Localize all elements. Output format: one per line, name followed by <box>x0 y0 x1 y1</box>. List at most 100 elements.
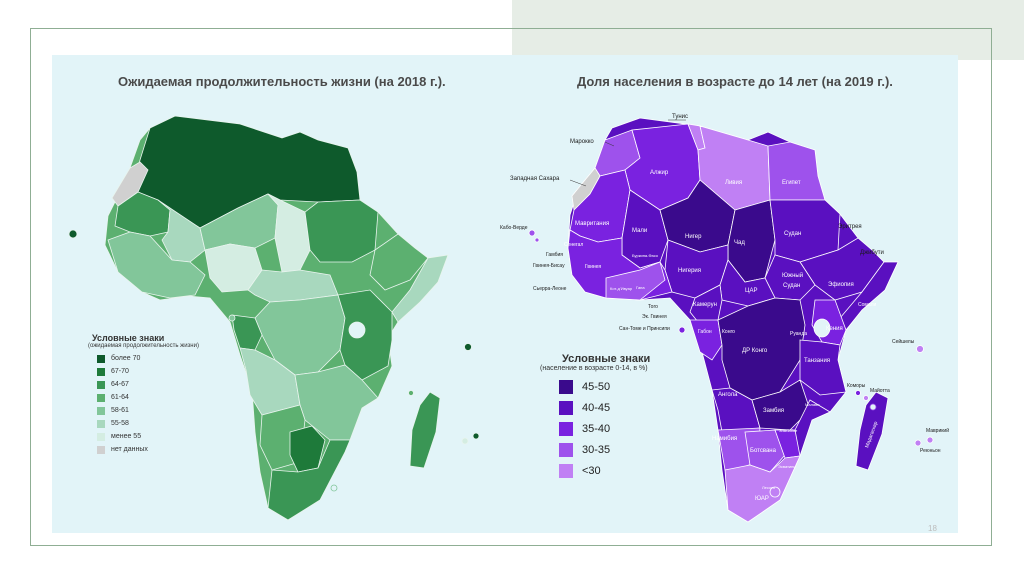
decorative-header-band <box>512 0 1024 60</box>
label-namibia: Намибия <box>712 436 737 442</box>
label-guinea-bissau: Гвинея-Бисау <box>533 263 565 269</box>
label-tunisia: Тунис <box>672 114 688 120</box>
right-somalia <box>839 261 899 331</box>
label-drc: ДР Конго <box>742 348 768 354</box>
label-angola: Ангола <box>718 392 738 398</box>
legend-swatch <box>97 367 105 376</box>
right-lesotho <box>769 486 781 498</box>
label-nigeria: Нигерия <box>678 268 701 274</box>
right-seychelles <box>916 345 924 353</box>
right-africa-map <box>528 117 934 523</box>
legend-swatch <box>97 406 105 415</box>
legend-swatch <box>559 463 573 478</box>
right-madagascar <box>855 391 889 471</box>
legend-label: 35-40 <box>582 422 611 435</box>
left-legend-item: менее 55 <box>88 430 199 443</box>
left-somalia <box>391 254 449 323</box>
leader-w-sahara <box>569 179 587 187</box>
label-reunion: Реюньон <box>920 448 941 454</box>
label-stp: Сан-Томе и Принсипи <box>619 326 670 332</box>
label-sa: ЮАР <box>755 496 769 502</box>
left-island-small <box>330 484 338 492</box>
right-cabo-verde <box>528 229 536 237</box>
label-chad: Чад <box>734 240 745 246</box>
right-cabo-verde-2 <box>534 237 540 243</box>
label-kenya: Кения <box>826 326 843 332</box>
right-comoros <box>855 390 861 396</box>
label-eritrea: Эритрея <box>838 224 862 230</box>
right-stp <box>678 326 686 334</box>
legend-swatch <box>97 445 105 454</box>
legend-swatch <box>97 354 105 363</box>
label-gabon: Габон <box>698 329 712 335</box>
left-africa-map <box>68 115 480 521</box>
leader-morocco <box>604 141 615 147</box>
right-map-labels: Тунис Марокко Западная Сахара Эритрея Дж… <box>500 114 949 454</box>
legend-label: 45-50 <box>582 380 611 393</box>
label-cote: Кот-д'Ивуар <box>610 286 633 291</box>
left-west-coast <box>107 231 206 299</box>
left-cabo-verde <box>68 229 78 239</box>
label-ethiopia: Эфиопия <box>828 282 854 288</box>
label-car: ЦАР <box>745 288 757 294</box>
right-drc <box>717 297 806 401</box>
label-egypt: Египет <box>782 180 801 186</box>
label-niger: Нигер <box>685 234 702 240</box>
legend-swatch <box>97 419 105 428</box>
page-number: 18 <box>928 524 937 533</box>
label-morocco: Марокко <box>570 139 594 145</box>
right-legend-title: Условные знаки <box>562 353 651 365</box>
right-tanzania <box>799 339 847 396</box>
label-libya: Ливия <box>725 180 742 186</box>
label-senegal: Сенегал <box>564 242 583 248</box>
right-legend-item: 30-35 <box>540 439 650 460</box>
label-cabo-verde: Кабо-Верде <box>500 225 528 231</box>
legend-label: 40-45 <box>582 401 611 414</box>
label-sudan: Судан <box>784 231 801 237</box>
left-sudan <box>304 199 379 263</box>
legend-swatch <box>97 432 105 441</box>
label-algeria: Алжир <box>650 170 669 176</box>
label-malawi: Малави <box>805 402 820 407</box>
left-south-africa <box>267 439 351 521</box>
right-gabon-congo <box>689 319 723 361</box>
label-eq-guinea: Эк. Гвинея <box>642 314 667 320</box>
left-legend-item: 64-67 <box>88 378 199 391</box>
legend-label: нет данных <box>111 446 148 453</box>
left-seychelles <box>464 343 472 351</box>
left-legend-item: 67-70 <box>88 365 199 378</box>
legend-label: 64-67 <box>111 381 129 388</box>
right-mayotte <box>863 395 869 401</box>
legend-swatch <box>559 421 573 436</box>
label-lesotho: Лесото <box>762 485 776 490</box>
right-south-africa <box>724 455 801 523</box>
label-zambia: Замбия <box>763 408 784 414</box>
legend-label: 30-35 <box>582 443 611 456</box>
right-legend-item: <30 <box>540 460 650 481</box>
left-comoros <box>408 390 414 396</box>
left-east-africa <box>337 289 393 381</box>
right-legend-subtitle: (население в возрасте 0-14, в %) <box>540 365 648 372</box>
label-mauritius: Маврикий <box>926 427 949 434</box>
label-cameroon: Камерун <box>693 302 717 308</box>
legend-swatch <box>559 442 573 457</box>
right-legend: Условные знаки (население в возрасте 0-1… <box>540 353 650 481</box>
label-mali: Мали <box>632 228 647 234</box>
left-lake-victoria <box>348 321 366 339</box>
label-djibouti: Джибути <box>860 250 884 256</box>
label-eswatini: Эсватини <box>778 464 796 469</box>
legend-label: менее 55 <box>111 433 142 440</box>
left-legend-item: 55-58 <box>88 417 199 430</box>
right-map-title: Доля населения в возрасте до 14 лет (на … <box>577 74 893 89</box>
legend-label: 61-64 <box>111 394 129 401</box>
left-legend-title: Условные знаки <box>92 333 165 343</box>
legend-label: <30 <box>582 464 601 477</box>
label-seychelles: Сейшелы <box>892 338 915 345</box>
left-legend: Условные знаки (ожидаемая продолжительно… <box>88 333 199 456</box>
right-lake-victoria <box>813 318 831 338</box>
label-w-sahara: Западная Сахара <box>510 176 560 182</box>
right-mauritania <box>569 169 631 243</box>
left-legend-subtitle: (ожидаемая продолжительность жизни) <box>88 343 199 349</box>
legend-label: 67-70 <box>111 368 129 375</box>
